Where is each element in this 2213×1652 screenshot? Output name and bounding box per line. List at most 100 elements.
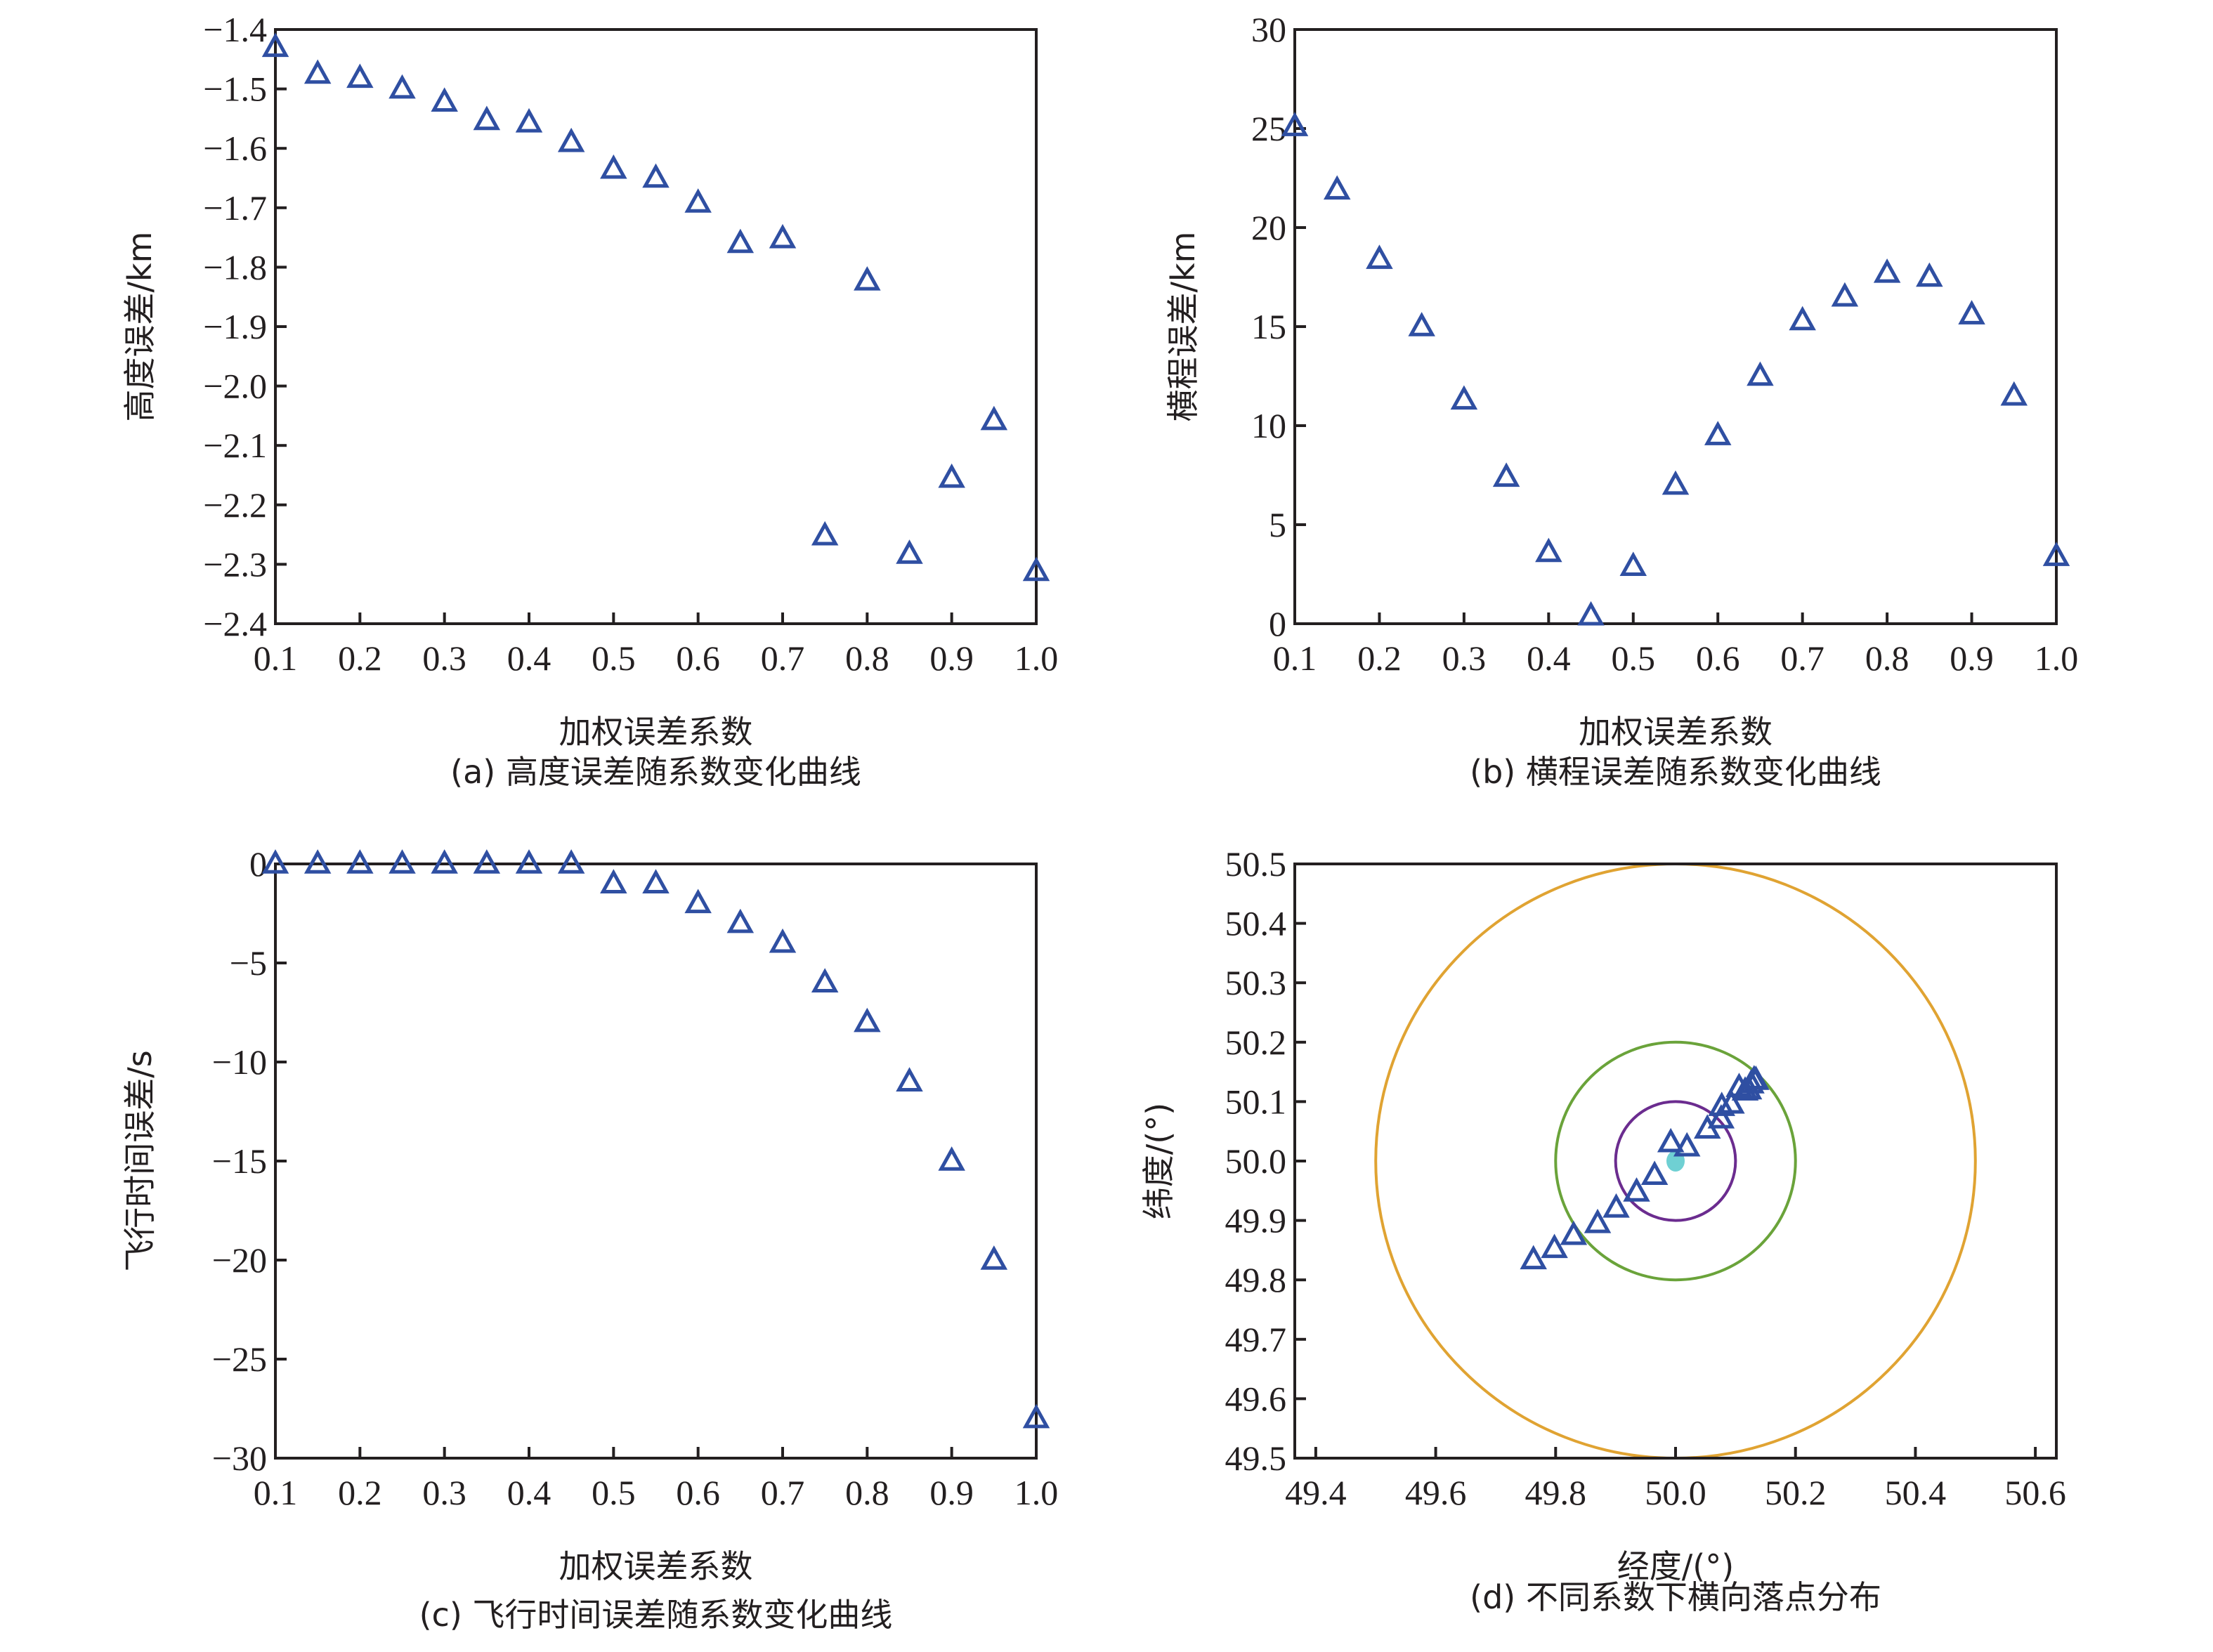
data-point-triangle [1831,282,1859,307]
data-point-triangle [1657,1127,1685,1153]
data-point-triangle [1560,1220,1588,1245]
data-point-triangle [726,228,755,254]
data-point-triangle [1704,421,1732,445]
y-tick-label: 0 [249,844,267,884]
y-tick-label: −1.9 [203,307,267,346]
data-point-triangle [431,849,458,874]
data-point-triangle [1584,1208,1612,1233]
data-point-triangle [1958,300,1985,324]
y-axis-title: 飞行时间误差/s [121,1050,159,1271]
data-point-triangle [303,849,332,874]
y-tick-label: −2.1 [203,426,267,465]
x-tick-label: 0.6 [676,1473,720,1512]
data-point-triangle [1873,258,1901,283]
data-point-triangle [515,107,543,133]
x-tick-label: 0.7 [761,638,805,678]
data-point-triangle [1747,361,1774,386]
x-tick-label: 49.8 [1525,1473,1587,1512]
x-tick-label: 1.0 [1014,638,1059,678]
y-tick-label: 50.5 [1225,844,1287,884]
x-tick-label: 0.1 [254,1473,298,1512]
y-axis-title: 纬度/(°) [1140,1103,1177,1219]
data-point-triangle [642,163,670,188]
x-tick-label: 50.6 [2004,1473,2066,1512]
y-tick-label: −2.3 [203,544,267,584]
data-point-triangle [1022,556,1050,582]
data-point-triangle [1619,551,1647,576]
data-point-triangle [1323,175,1351,200]
x-tick-label: 0.4 [507,638,551,678]
x-tick-label: 0.2 [338,638,382,678]
panel-c-flight-time-error: 0.1 0.2 0.3 0.4 0.5 0.6 0.7 0.8 0.9 1.0 0 −5 −10 −15 −… [121,844,1058,1634]
x-tick-label: 0.9 [929,638,974,678]
y-axis-title: 高度误差/km [121,232,159,422]
data-point-triangle [1742,1066,1770,1090]
plot-frame [274,28,1038,625]
data-point-triangle [346,849,374,874]
y-tick-label: −1.7 [203,188,267,228]
data-point-triangle [389,74,416,99]
x-tick-label: 0.6 [676,638,720,678]
x-tick-label: 0.8 [845,1473,889,1512]
y-tick-label: 50.4 [1225,904,1287,943]
y-tick-label: 10 [1251,406,1286,445]
y-tick-label: −25 [212,1339,267,1379]
y-tick-label: 49.6 [1225,1379,1287,1418]
panel-caption: (c) 飞行时间误差随系数变化曲线 [419,1596,893,1634]
data-point-triangle [684,889,712,914]
data-point-triangle [980,405,1008,431]
data-point-triangle [303,59,332,84]
plot-frame [274,863,1038,1460]
x-tick-label: 0.5 [1612,638,1656,678]
x-tick-label: 0.9 [1950,638,1994,678]
data-point-triangle [2000,381,2028,406]
x-tick-label: 0.5 [592,1473,636,1512]
data-point-triangle [1707,1104,1735,1129]
y-tick-label: −5 [230,943,267,983]
data-point-triangle [557,127,585,152]
y-tick-label: −20 [212,1240,267,1280]
circle-middle [1554,1040,1797,1282]
y-tick-label: −10 [212,1042,267,1082]
data-point-triangle [1408,312,1435,336]
x-axis-title: 加权误差系数 [559,1547,753,1585]
y-tick-label: −1.4 [203,10,267,49]
data-point-triangle [896,1067,923,1092]
data-point-triangle [980,1245,1008,1270]
data-point-triangle [600,869,627,893]
x-tick-label: 0.7 [1780,638,1824,678]
data-point-triangle [1366,244,1393,269]
y-tick-label: 25 [1251,109,1286,148]
plot-frame [1293,28,2058,625]
data-point-triangle [811,520,839,546]
data-point-triangle [854,266,881,291]
x-tick-label: 0.4 [1527,638,1571,678]
y-tick-label: 49.7 [1225,1320,1287,1359]
data-point-triangle [346,63,374,88]
x-tick-label: 50.0 [1645,1473,1706,1512]
y-tick-label: 50.3 [1225,963,1287,1002]
data-point-triangle [557,849,585,874]
data-point-triangle [1541,1233,1568,1259]
x-tick-label: 0.5 [592,638,636,678]
y-tick-label: 0 [1269,604,1286,643]
data-point-triangle [1602,1193,1630,1218]
data-point-triangle [261,32,289,58]
y-tick-label: −1.5 [203,70,267,109]
x-axis-title: 加权误差系数 [1579,713,1773,751]
data-point-triangle [684,188,712,213]
x-tick-label: 0.9 [929,1473,974,1512]
panel-caption: (a) 高度误差随系数变化曲线 [450,753,861,791]
x-tick-label: 49.6 [1405,1473,1467,1512]
panel-caption: (d) 不同系数下横向落点分布 [1470,1578,1881,1616]
data-point-triangle [473,105,501,131]
data-point-triangle [473,849,501,874]
data-point-triangle [1535,537,1562,563]
data-point-triangle [515,849,543,874]
x-tick-label: 0.3 [1442,638,1487,678]
y-tick-label: −1.6 [203,129,267,168]
x-axis-title: 经度/(°) [1617,1547,1734,1585]
x-tick-label: 0.1 [254,638,298,678]
y-tick-label: 30 [1251,10,1286,49]
